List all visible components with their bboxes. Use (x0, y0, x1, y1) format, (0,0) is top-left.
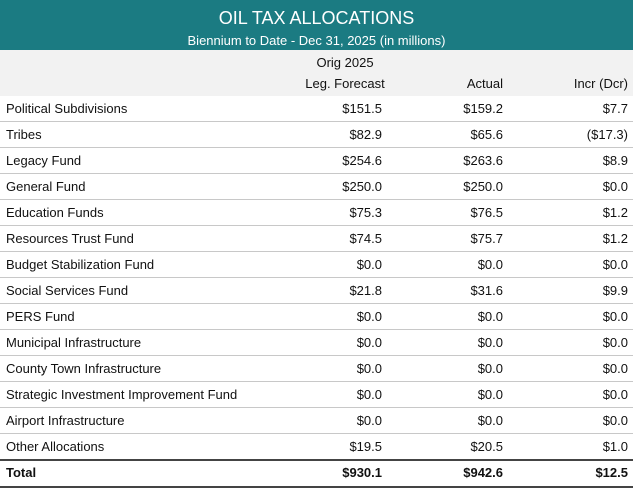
cell-value: $74.5 (349, 231, 382, 246)
cell-value: $8.9 (602, 153, 628, 168)
row-rule (0, 251, 633, 252)
row-label: General Fund (6, 179, 86, 194)
cell-value: $21.8 (349, 283, 382, 298)
cell-value: $75.7 (470, 231, 503, 246)
row-label: Other Allocations (6, 439, 105, 454)
cell-value: $263.6 (463, 153, 503, 168)
title: OIL TAX ALLOCATIONS (218, 8, 415, 28)
cell-value: $0.0 (356, 387, 382, 402)
cell-value: $159.2 (463, 101, 503, 116)
row-label: Social Services Fund (6, 283, 129, 298)
row-rule (0, 303, 633, 304)
cell-value: $75.3 (349, 205, 382, 220)
column-header: Incr (Dcr) (573, 76, 628, 91)
row-label: Municipal Infrastructure (6, 335, 142, 350)
cell-value: $0.0 (356, 335, 382, 350)
row-label: Political Subdivisions (6, 101, 128, 116)
cell-value: $151.5 (342, 101, 382, 116)
cell-value: ($17.3) (586, 127, 628, 142)
cell-value: $0.0 (477, 413, 503, 428)
cell-value: $1.2 (602, 231, 628, 246)
cell-value: $76.5 (470, 205, 503, 220)
row-rule (0, 121, 633, 122)
cell-value: $254.6 (342, 153, 382, 168)
row-label: Resources Trust Fund (6, 231, 134, 246)
cell-value: $0.0 (477, 335, 503, 350)
row-rule (0, 381, 633, 382)
cell-value: $20.5 (470, 439, 503, 454)
cell-value: $250.0 (342, 179, 382, 194)
row-rule (0, 355, 633, 356)
cell-value: $0.0 (356, 413, 382, 428)
cell-value: $0.0 (602, 387, 628, 402)
row-label: Total (6, 465, 37, 480)
column-header: Actual (466, 76, 503, 91)
row-label: Airport Infrastructure (6, 413, 125, 428)
cell-value: $0.0 (356, 257, 382, 272)
column-header: Orig 2025 (316, 55, 374, 70)
cell-value: $31.6 (470, 283, 503, 298)
row-label: Budget Stabilization Fund (6, 257, 155, 272)
row-rule (0, 199, 633, 200)
row-label: Legacy Fund (6, 153, 82, 168)
row-rule (0, 329, 633, 330)
subtitle: Biennium to Date - Dec 31, 2025 (in mill… (187, 33, 446, 48)
cell-value: $0.0 (356, 361, 382, 376)
cell-value: $0.0 (602, 413, 628, 428)
total-rule (0, 486, 633, 488)
cell-value: $1.2 (602, 205, 628, 220)
row-rule (0, 277, 633, 278)
cell-value: $7.7 (602, 101, 628, 116)
cell-value: $930.1 (342, 465, 382, 480)
cell-value: $0.0 (602, 257, 628, 272)
cell-value: $250.0 (463, 179, 503, 194)
total-rule (0, 459, 633, 461)
cell-value: $19.5 (349, 439, 382, 454)
row-rule (0, 147, 633, 148)
column-header-band (0, 50, 633, 96)
column-header: Leg. Forecast (305, 76, 385, 91)
cell-value: $0.0 (602, 361, 628, 376)
row-label: PERS Fund (6, 309, 75, 324)
cell-value: $9.9 (602, 283, 628, 298)
cell-value: $65.6 (470, 127, 503, 142)
cell-value: $942.6 (463, 465, 503, 480)
cell-value: $1.0 (602, 439, 628, 454)
row-label: County Town Infrastructure (6, 361, 162, 376)
cell-value: $0.0 (602, 179, 628, 194)
cell-value: $0.0 (477, 361, 503, 376)
cell-value: $0.0 (356, 309, 382, 324)
cell-value: $12.5 (595, 465, 628, 480)
row-label: Education Funds (6, 205, 104, 220)
cell-value: $0.0 (477, 387, 503, 402)
row-label: Tribes (6, 127, 42, 142)
cell-value: $0.0 (602, 309, 628, 324)
row-rule (0, 433, 633, 434)
cell-value: $0.0 (602, 335, 628, 350)
cell-value: $82.9 (349, 127, 382, 142)
row-rule (0, 225, 633, 226)
title-band (0, 0, 633, 50)
cell-value: $0.0 (477, 309, 503, 324)
row-rule (0, 407, 633, 408)
row-rule (0, 173, 633, 174)
cell-value: $0.0 (477, 257, 503, 272)
row-label: Strategic Investment Improvement Fund (6, 387, 238, 402)
